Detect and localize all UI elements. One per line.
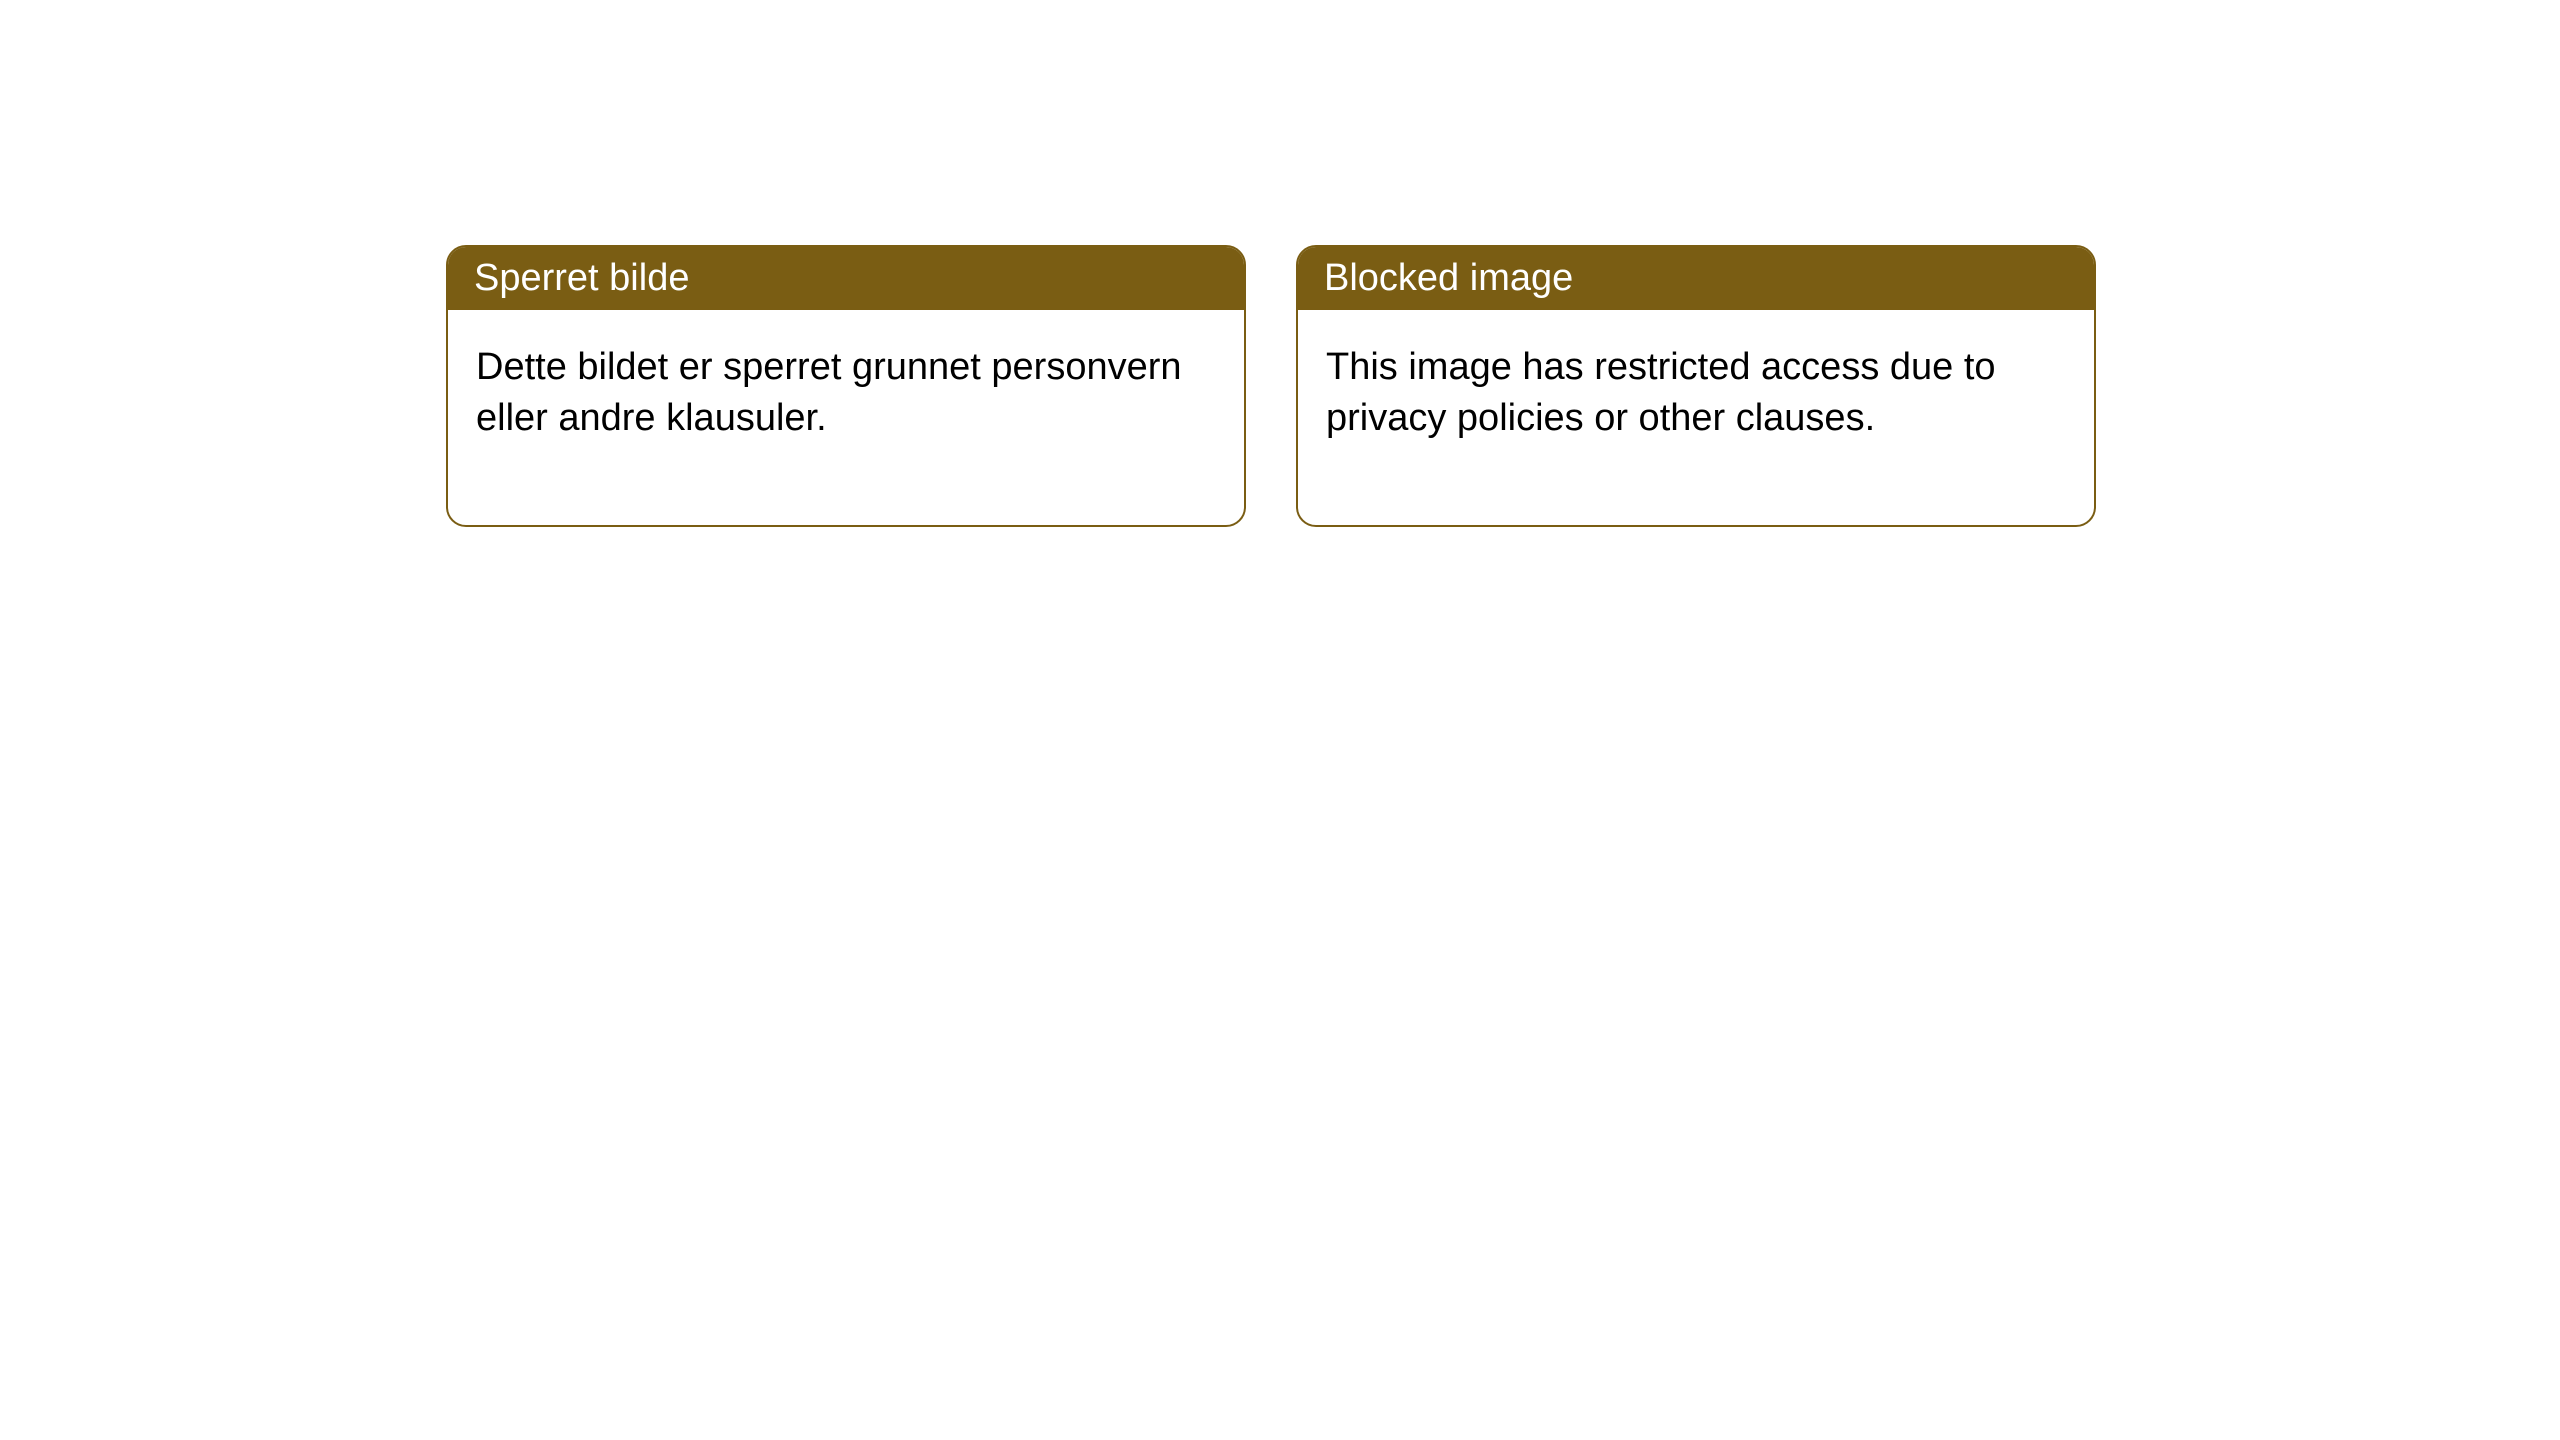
blocked-image-card-no: Sperret bilde Dette bildet er sperret gr… <box>446 245 1246 527</box>
card-header: Blocked image <box>1298 247 2094 310</box>
card-body-text: Dette bildet er sperret grunnet personve… <box>476 346 1182 439</box>
blocked-image-card-en: Blocked image This image has restricted … <box>1296 245 2096 527</box>
card-body: Dette bildet er sperret grunnet personve… <box>448 310 1244 525</box>
card-body: This image has restricted access due to … <box>1298 310 2094 525</box>
card-body-text: This image has restricted access due to … <box>1326 346 1996 439</box>
card-title: Blocked image <box>1324 257 1573 299</box>
card-header: Sperret bilde <box>448 247 1244 310</box>
card-title: Sperret bilde <box>474 257 689 299</box>
cards-container: Sperret bilde Dette bildet er sperret gr… <box>0 0 2560 527</box>
